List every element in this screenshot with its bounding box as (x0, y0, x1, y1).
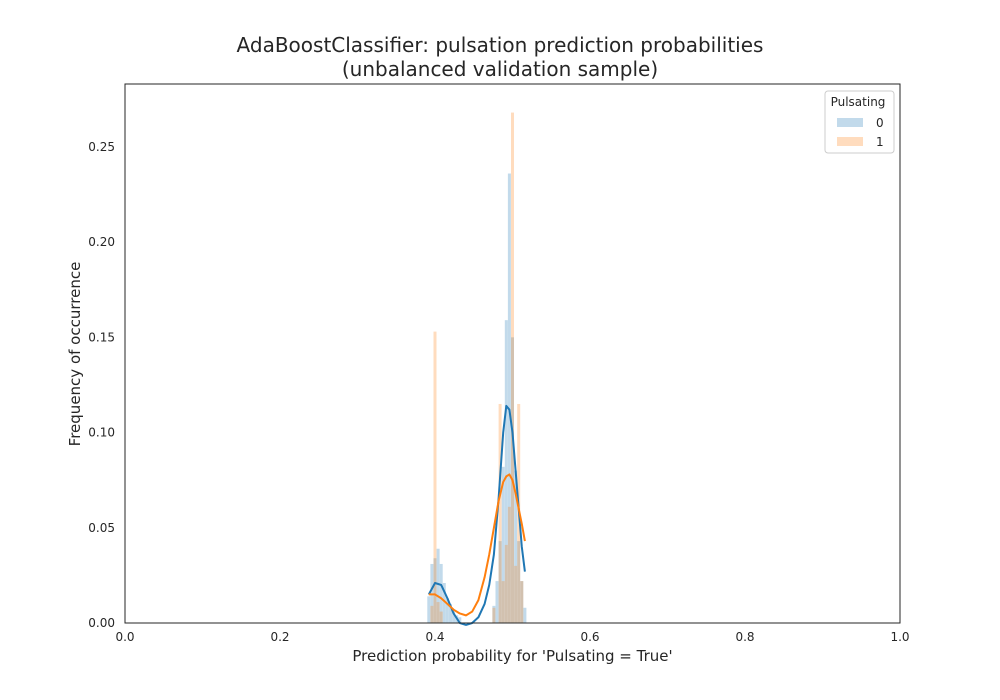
histogram-bar-0 (498, 541, 502, 623)
histogram-bar-1 (433, 331, 437, 623)
legend-swatch-0 (837, 118, 863, 127)
histogram-bar-0 (452, 611, 456, 623)
histogram-bar-0 (523, 607, 527, 623)
y-tick-label: 0.00 (88, 616, 115, 630)
histogram-bar-1 (439, 611, 443, 623)
legend-label-1: 1 (876, 135, 884, 149)
y-axis-label: Frequency of occurrence (66, 261, 84, 447)
kde-line-1 (428, 473, 526, 617)
histogram-bar-1 (514, 565, 518, 623)
histogram-bar-1 (511, 112, 514, 623)
x-axis-label: Prediction probability for 'Pulsating = … (352, 647, 673, 665)
x-tick-label: 0.4 (425, 630, 444, 644)
legend-box (824, 90, 895, 154)
legend-label-0: 0 (876, 116, 884, 130)
y-tick-label: 0.10 (88, 426, 115, 440)
histogram-bar-0 (433, 558, 437, 623)
histogram-bar-1 (430, 605, 434, 623)
chart-title-line1: AdaBoostClassifier: pulsation prediction… (236, 33, 764, 57)
histogram-bar-1 (492, 607, 496, 623)
y-tick-label: 0.05 (88, 521, 115, 535)
y-tick-label: 0.25 (88, 140, 115, 154)
histogram-bar-0 (507, 173, 511, 623)
histogram-bar-0 (445, 598, 449, 623)
histogram-bar-0 (514, 470, 518, 623)
histogram-bar-1 (498, 403, 502, 623)
histogram-bar-0 (504, 320, 508, 623)
chart-title-line2: (unbalanced validation sample) (341, 57, 659, 81)
histogram-bar-0 (492, 605, 496, 623)
histogram-bar-0 (501, 466, 505, 623)
legend: Pulsating 0 1 (824, 90, 895, 154)
histogram-bar-0 (427, 596, 431, 623)
histogram-bar-0 (439, 563, 443, 623)
histogram-bar-1 (436, 602, 440, 623)
plot-frame (124, 83, 901, 624)
x-tick-label: 0.8 (735, 630, 754, 644)
histogram-bar-0 (436, 548, 440, 623)
y-axis-ticks: 0.00 0.05 0.10 0.15 0.20 0.25 (88, 140, 115, 630)
kde-line-0 (427, 404, 526, 626)
histogram-bar-0 (517, 541, 521, 623)
histogram-bar-1 (520, 581, 524, 623)
histogram-bar-1 (507, 506, 511, 623)
legend-title: Pulsating (831, 95, 886, 109)
x-tick-label: 0.2 (270, 630, 289, 644)
legend-swatch-1 (837, 137, 863, 146)
histogram-bar-0 (495, 581, 499, 623)
histogram-bar-0 (449, 603, 452, 623)
y-tick-label: 0.15 (88, 330, 115, 344)
histogram-bar-0 (442, 583, 446, 623)
x-axis-ticks: 0.0 0.2 0.4 0.6 0.8 1.0 (115, 630, 909, 644)
histogram-bar-0 (520, 581, 524, 623)
x-tick-label: 1.0 (890, 630, 909, 644)
kde-curves (427, 404, 526, 626)
histogram-bars (427, 112, 527, 623)
histogram-bar-1 (501, 581, 505, 623)
x-tick-label: 0.0 (115, 630, 134, 644)
histogram-bar-0 (458, 617, 462, 623)
x-tick-label: 0.6 (580, 630, 599, 644)
y-tick-label: 0.20 (88, 235, 115, 249)
histogram-bar-1 (504, 544, 508, 623)
